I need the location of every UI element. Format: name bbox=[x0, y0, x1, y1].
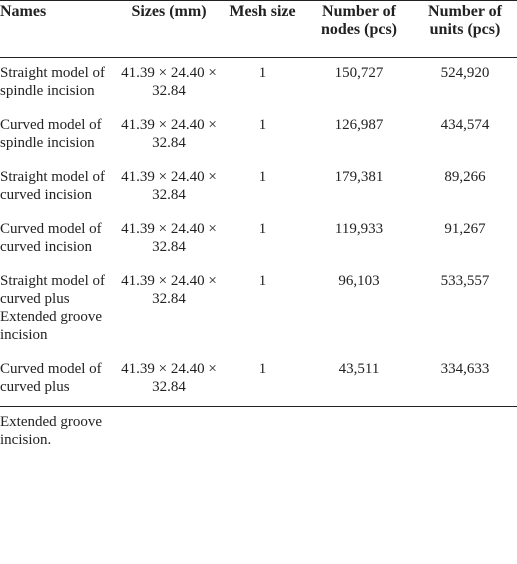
table-row: Curved model of curved plus 41.39 × 24.40… bbox=[0, 354, 517, 407]
table-cell: 41.39 × 24.40 × 32.84 bbox=[121, 117, 217, 151]
table-cell: Straight model of curved incision bbox=[0, 169, 105, 203]
table-cell: 119,933 bbox=[334, 221, 384, 237]
table-row: Straight model of curved plus Extended g… bbox=[0, 266, 517, 354]
table-cell: 1 bbox=[258, 117, 267, 133]
table-row: Straight model of spindle incision 41.39 … bbox=[0, 58, 517, 111]
table-cell: Curved model of curved plus bbox=[0, 361, 102, 395]
table-body: Straight model of spindle incision 41.39 … bbox=[0, 58, 517, 407]
table-cell: 434,574 bbox=[440, 117, 490, 133]
table-cell: 1 bbox=[258, 273, 267, 289]
table-cell: Curved model of spindle incision bbox=[0, 117, 102, 151]
table-cell: 524,920 bbox=[440, 65, 490, 81]
table-cell: 1 bbox=[258, 221, 267, 237]
table-cell: 533,557 bbox=[440, 273, 490, 289]
table-cell: 1 bbox=[258, 65, 267, 81]
header-cell: Number of units (pcs) bbox=[428, 3, 502, 38]
table-cell: Straight model of curved plus Extended g… bbox=[0, 273, 105, 343]
table-cell: 334,633 bbox=[440, 361, 490, 377]
table-cell: 41.39 × 24.40 × 32.84 bbox=[121, 361, 217, 395]
table-cell: Straight model of spindle incision bbox=[0, 65, 105, 99]
data-table: Names Sizes (mm) Mesh size Number of nodes … bbox=[0, 0, 517, 407]
table-row: Curved model of curved incision 41.39 × 2… bbox=[0, 214, 517, 266]
header-cell: Mesh size bbox=[229, 3, 296, 20]
header-cell: Sizes (mm) bbox=[131, 3, 207, 20]
table-cell: 179,381 bbox=[334, 169, 384, 185]
table-cell: 41.39 × 24.40 × 32.84 bbox=[121, 169, 217, 203]
table-cell: 150,727 bbox=[334, 65, 384, 81]
table-cell: 41.39 × 24.40 × 32.84 bbox=[121, 65, 217, 99]
table-row: Straight model of curved incision 41.39 ×… bbox=[0, 162, 517, 214]
table-row: Curved model of spindle incision 41.39 × … bbox=[0, 110, 517, 162]
table-cell: Curved model of curved incision bbox=[0, 221, 102, 255]
header-cell: Number of nodes (pcs) bbox=[320, 3, 397, 38]
table-cell: 41.39 × 24.40 × 32.84 bbox=[121, 273, 217, 307]
table-cell: 96,103 bbox=[338, 273, 380, 289]
header-cell: Names bbox=[0, 3, 47, 20]
table-cell: 41.39 × 24.40 × 32.84 bbox=[121, 221, 217, 255]
table-cell: 43,511 bbox=[338, 361, 380, 377]
table-cell: 1 bbox=[258, 169, 267, 185]
table-cell: 91,267 bbox=[444, 221, 486, 237]
table-note: Extended groove incision. bbox=[0, 414, 103, 448]
table-cell: 126,987 bbox=[334, 117, 384, 133]
table-cell: 1 bbox=[258, 361, 267, 377]
header-row: Names Sizes (mm) Mesh size Number of nodes … bbox=[0, 0, 517, 58]
table-cell: 89,266 bbox=[444, 169, 486, 185]
